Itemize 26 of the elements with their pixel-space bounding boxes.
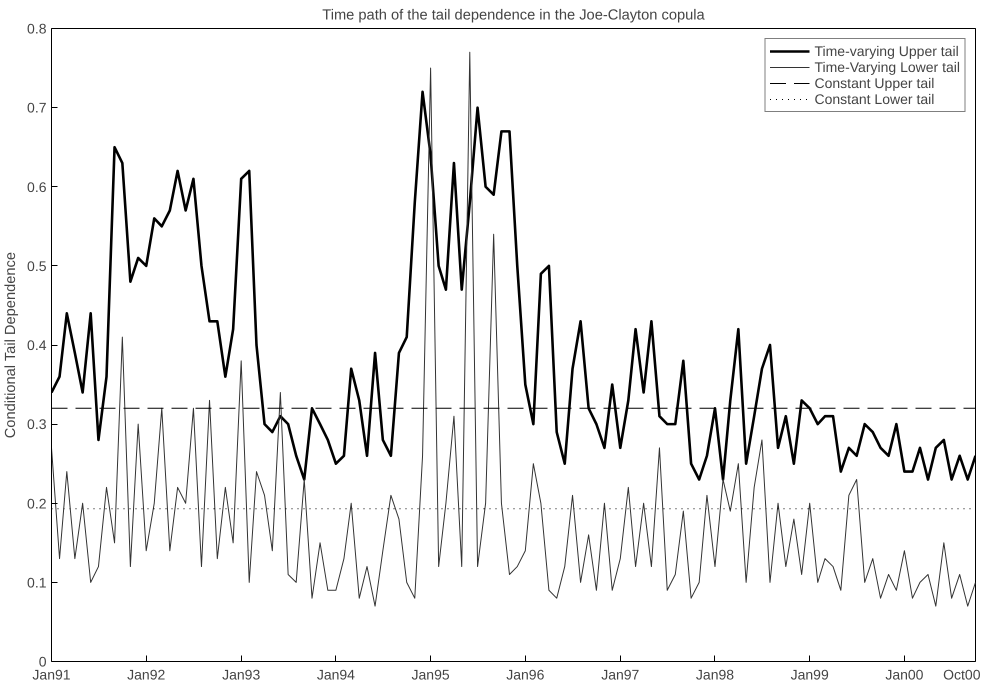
x-tick-label: Jan95	[412, 666, 450, 682]
x-tick-label: Jan96	[506, 666, 545, 682]
y-axis-title: Conditional Tail Dependence	[3, 252, 20, 438]
x-tick-label: Jan98	[696, 666, 734, 682]
y-tick-label: 0.3	[27, 416, 47, 432]
y-tick-label: 0.2	[27, 495, 47, 512]
legend-label: Time-Varying Lower tail	[814, 59, 960, 75]
y-tick-label: 0.4	[27, 337, 47, 353]
legend-label: Constant Lower tail	[814, 91, 934, 107]
y-tick-label: 0.8	[27, 20, 47, 36]
x-tick-label: Jan92	[127, 666, 166, 682]
x-tick-label: Jan93	[222, 666, 260, 682]
legend-label: Time-varying Upper tail	[814, 43, 959, 59]
y-tick-label: 0.1	[27, 574, 47, 590]
x-tick-label: Jan97	[601, 666, 640, 682]
x-tick-label: Jan94	[316, 666, 356, 682]
y-tick-label: 0.6	[27, 178, 47, 195]
legend-label: Constant Upper tail	[814, 75, 934, 91]
y-tick-label: 0	[38, 654, 47, 670]
x-tick-label: Oct00	[943, 666, 981, 682]
y-tick-label: 0.7	[27, 100, 47, 116]
chart-title: Time path of the tail dependence in the Joe-Clayton copula	[322, 8, 706, 24]
y-tick-label: 0.5	[27, 258, 47, 274]
x-tick-label: Jan99	[790, 666, 829, 682]
x-tick-label: Jan91	[32, 666, 71, 682]
x-tick-label: Jan00	[885, 666, 924, 682]
